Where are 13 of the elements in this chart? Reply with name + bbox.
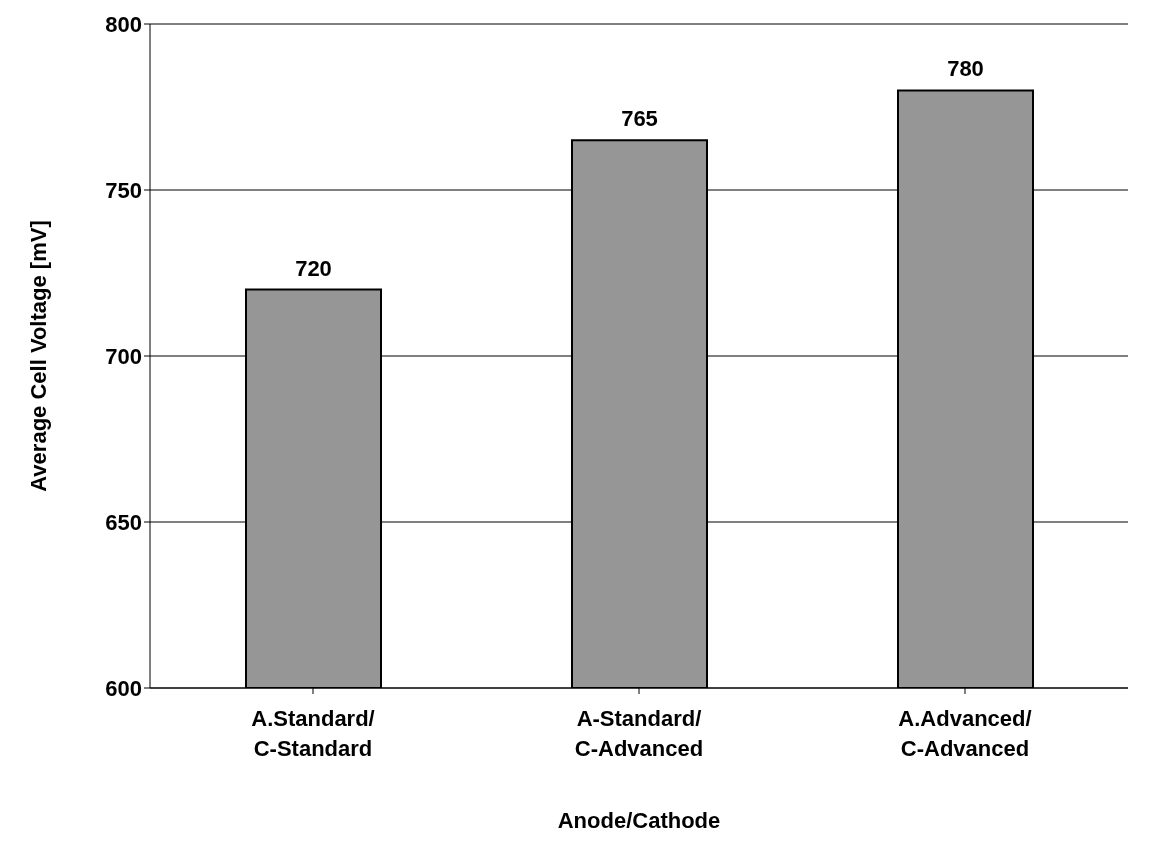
y-tick-label: 600 [105, 675, 142, 701]
y-tick-label: 800 [105, 11, 142, 37]
y-tick-label: 650 [105, 509, 142, 535]
x-axis-title: Anode/Cathode [557, 808, 721, 833]
x-tick-label: A-Standard/ C-Advanced [574, 706, 704, 761]
x-tick-label: A.Advanced/ C-Advanced [898, 706, 1032, 761]
x-tick-label: A.Standard/ C-Standard [251, 706, 375, 761]
y-tick-label: 750 [105, 177, 142, 203]
data-label: 780 [947, 56, 984, 82]
y-axis-title: Average Cell Voltage [mV] [25, 220, 51, 492]
y-tick-label: 700 [105, 343, 142, 369]
data-label: 765 [621, 106, 658, 132]
data-label: 720 [295, 255, 332, 281]
